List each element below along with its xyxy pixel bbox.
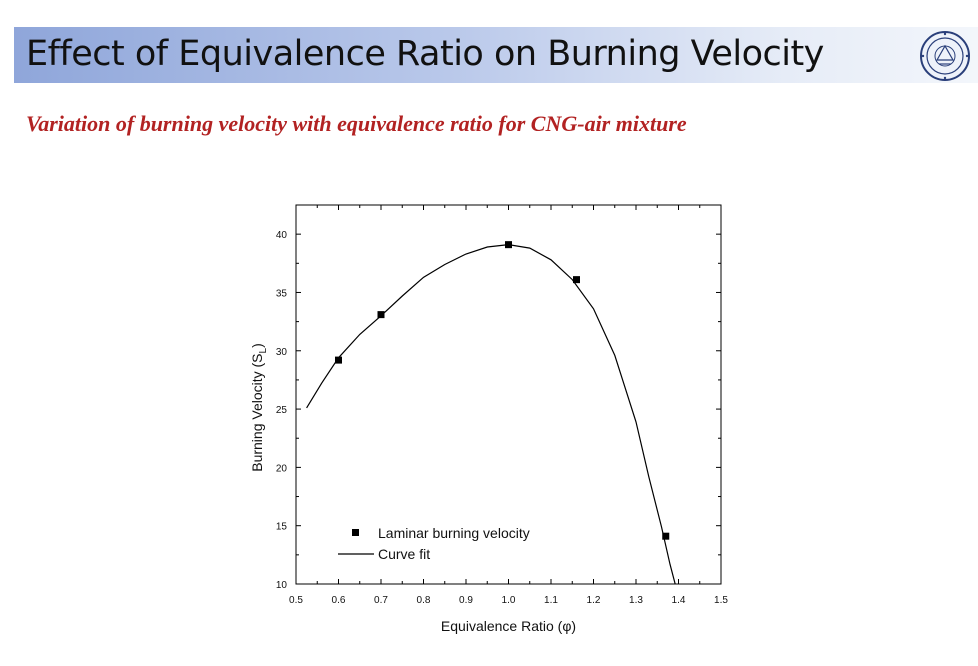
x-tick-label: 0.7 bbox=[374, 595, 388, 606]
x-tick-label: 0.9 bbox=[459, 595, 473, 606]
y-tick-label: 35 bbox=[276, 288, 288, 299]
legend-marker-square bbox=[352, 529, 359, 536]
x-tick-label: 0.8 bbox=[417, 595, 431, 606]
x-tick-label: 1.1 bbox=[544, 595, 558, 606]
x-axis-label: Equivalence Ratio (φ) bbox=[441, 618, 576, 634]
x-tick-label: 0.6 bbox=[332, 595, 346, 606]
legend-label-laminar: Laminar burning velocity bbox=[378, 525, 530, 541]
y-axis-label-close: ) bbox=[249, 343, 265, 348]
y-tick-label: 15 bbox=[276, 522, 288, 533]
y-axis-label-main: Burning Velocity (S bbox=[249, 353, 265, 471]
y-tick-label: 30 bbox=[276, 347, 288, 358]
data-point bbox=[505, 241, 512, 249]
title-bar bbox=[14, 27, 978, 83]
x-tick-label: 1.5 bbox=[714, 595, 728, 606]
slide-subtitle: Variation of burning velocity with equiv… bbox=[26, 111, 687, 136]
x-tick-label: 0.5 bbox=[289, 595, 303, 606]
data-point bbox=[662, 532, 670, 540]
y-tick-label: 20 bbox=[276, 463, 288, 474]
data-point bbox=[335, 356, 342, 364]
x-tick-label: 1.3 bbox=[629, 595, 643, 606]
data-point bbox=[377, 311, 385, 319]
y-tick-label: 10 bbox=[276, 580, 288, 591]
legend-label-curve-fit: Curve fit bbox=[378, 546, 430, 562]
university-seal-icon bbox=[920, 31, 970, 81]
y-axis-label: Burning Velocity (SL) bbox=[249, 343, 269, 472]
y-tick-label: 40 bbox=[276, 230, 288, 241]
y-tick-label: 25 bbox=[276, 405, 288, 416]
x-tick-label: 1.0 bbox=[502, 595, 516, 606]
x-tick-label: 1.2 bbox=[587, 595, 601, 606]
slide-title: Effect of Equivalence Ratio on Burning V… bbox=[26, 34, 824, 74]
x-tick-label: 1.4 bbox=[672, 595, 686, 606]
y-axis-label-subscript: L bbox=[258, 347, 269, 353]
data-point bbox=[573, 276, 580, 284]
